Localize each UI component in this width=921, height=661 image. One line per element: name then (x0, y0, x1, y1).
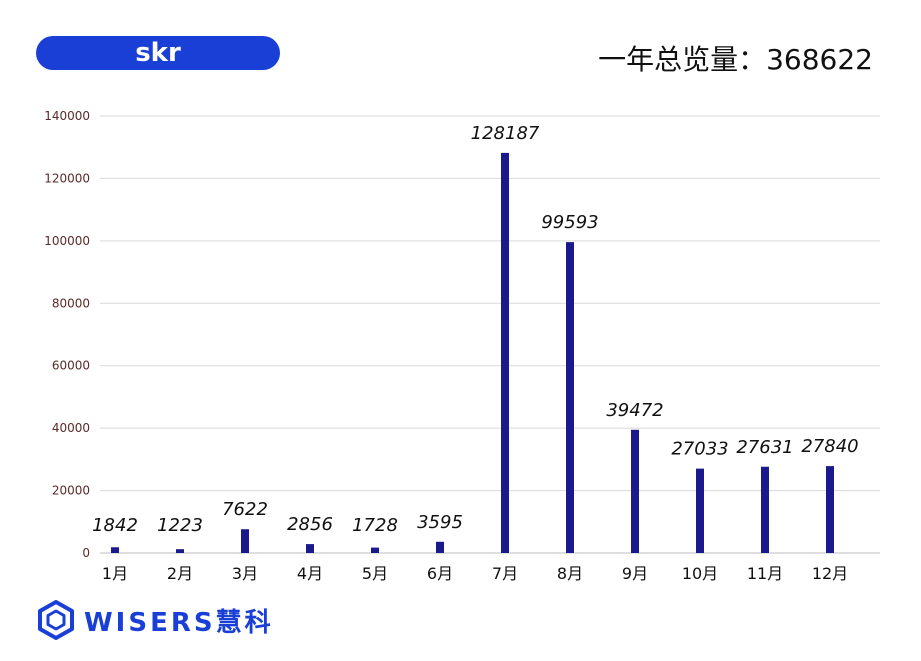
y-tick-label: 140000 (44, 109, 90, 123)
bar (111, 547, 119, 553)
bar (631, 429, 639, 553)
data-label: 3595 (417, 512, 463, 533)
bar (761, 466, 769, 553)
data-label: 1223 (157, 515, 203, 536)
bar-chart: 0 20000 40000 60000 80000 100000 120000 140000 1… (44, 109, 880, 583)
y-tick-label: 40000 (52, 421, 90, 435)
y-tick-label: 80000 (52, 296, 90, 310)
y-tick-label: 20000 (52, 484, 90, 498)
y-tick-label: 120000 (44, 171, 90, 185)
data-label: 2856 (287, 514, 333, 535)
bar (566, 242, 574, 553)
bar (306, 544, 314, 553)
bar (826, 466, 834, 553)
bar (371, 547, 379, 553)
data-label: 27840 (801, 436, 858, 457)
bar (176, 549, 184, 553)
y-tick-label: 60000 (52, 359, 90, 373)
x-tick-label: 4月 (297, 564, 323, 583)
data-label: 39472 (606, 400, 663, 421)
bar (696, 468, 704, 553)
data-label: 99593 (541, 212, 598, 233)
y-tick-label: 0 (82, 546, 90, 560)
data-label: 1842 (92, 515, 138, 536)
x-tick-label: 1月 (102, 564, 128, 583)
data-label: 1728 (352, 515, 398, 536)
x-tick-label: 6月 (427, 564, 453, 583)
x-tick-label: 5月 (362, 564, 388, 583)
data-label: 7622 (222, 499, 268, 520)
wisers-logo: WISERS慧科 (36, 600, 274, 640)
chart-title: skr (135, 38, 181, 68)
x-tick-label: 12月 (812, 564, 848, 583)
logo-text: WISERS慧科 (84, 607, 274, 638)
hexagon-logo-icon (38, 600, 74, 640)
bar (436, 541, 444, 553)
x-tick-label: 9月 (622, 564, 648, 583)
total-views-label: 一年总览量：368622 (598, 43, 873, 76)
y-tick-label: 100000 (44, 234, 90, 248)
data-label: 27033 (671, 439, 728, 460)
x-tick-label: 2月 (167, 564, 193, 583)
bar (501, 152, 509, 554)
data-label: 128187 (471, 123, 540, 144)
x-tick-label: 7月 (492, 564, 518, 583)
x-tick-label: 8月 (557, 564, 583, 583)
chart-title-pill: skr (36, 36, 280, 70)
x-tick-label: 3月 (232, 564, 258, 583)
data-label: 27631 (736, 437, 793, 458)
x-tick-label: 10月 (682, 564, 718, 583)
x-tick-label: 11月 (747, 564, 783, 583)
bar (241, 529, 249, 553)
